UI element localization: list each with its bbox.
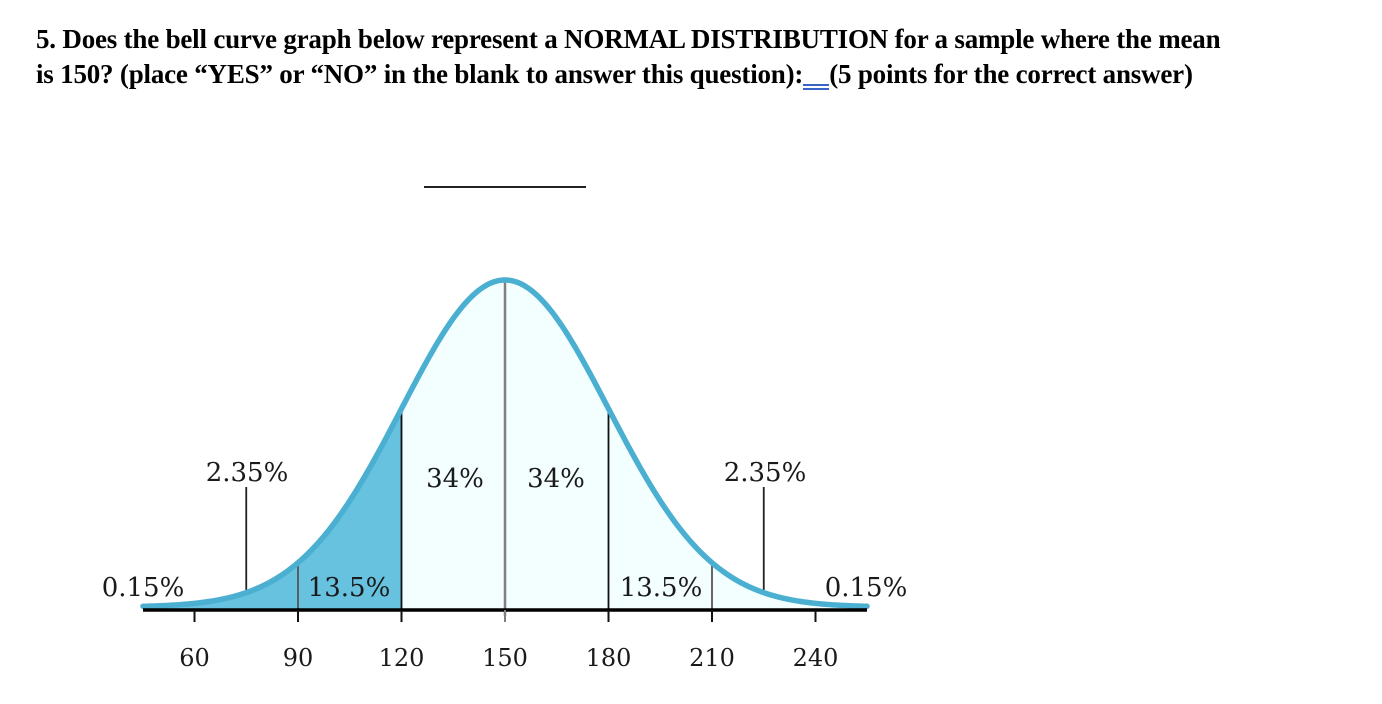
region-label-7: 0.15% — [825, 573, 908, 603]
inline-answer-blank-mark[interactable] — [803, 75, 830, 90]
region-label-6: 2.35% — [724, 458, 807, 488]
answer-blank-line[interactable] — [424, 186, 586, 188]
question-text: 5. Does the bell curve graph below repre… — [36, 22, 1366, 92]
dark-shaded-region — [143, 408, 402, 610]
question-line-2: is 150? (place “YES” or “NO” in the blan… — [36, 57, 1366, 92]
chart-dividers — [245, 282, 765, 616]
chart-curve-group — [140, 277, 870, 610]
x-tick-label-150: 150 — [482, 644, 528, 672]
region-label-5: 13.5% — [620, 573, 703, 603]
question-line-2-prefix: is 150? (place “YES” or “NO” in the blan… — [36, 59, 804, 89]
chart-fills — [143, 280, 867, 610]
x-tick-label-210: 210 — [689, 644, 735, 672]
chart-labels: 0.15% 2.35% 13.5% 34% 34% 13.5% 2.35% 0.15% — [102, 458, 908, 603]
x-tick-label-120: 120 — [379, 644, 425, 672]
question-line-2-suffix: (5 points for the correct answer) — [829, 59, 1193, 89]
question-line-1: 5. Does the bell curve graph below repre… — [36, 24, 1221, 54]
region-label-1: 2.35% — [206, 458, 289, 488]
x-tick-label-60: 60 — [179, 644, 210, 672]
region-label-2: 13.5% — [308, 573, 391, 603]
bell-curve-line — [140, 277, 870, 610]
region-label-4: 34% — [527, 464, 585, 494]
x-tick-label-180: 180 — [586, 644, 632, 672]
x-tick-label-240: 240 — [793, 644, 839, 672]
light-shaded-region — [401, 280, 867, 610]
x-tick-label-90: 90 — [283, 644, 314, 672]
chart-axis: 60 90 120 150 180 210 240 — [143, 608, 867, 672]
region-label-0: 0.15% — [102, 573, 185, 603]
region-label-3: 34% — [426, 464, 484, 494]
